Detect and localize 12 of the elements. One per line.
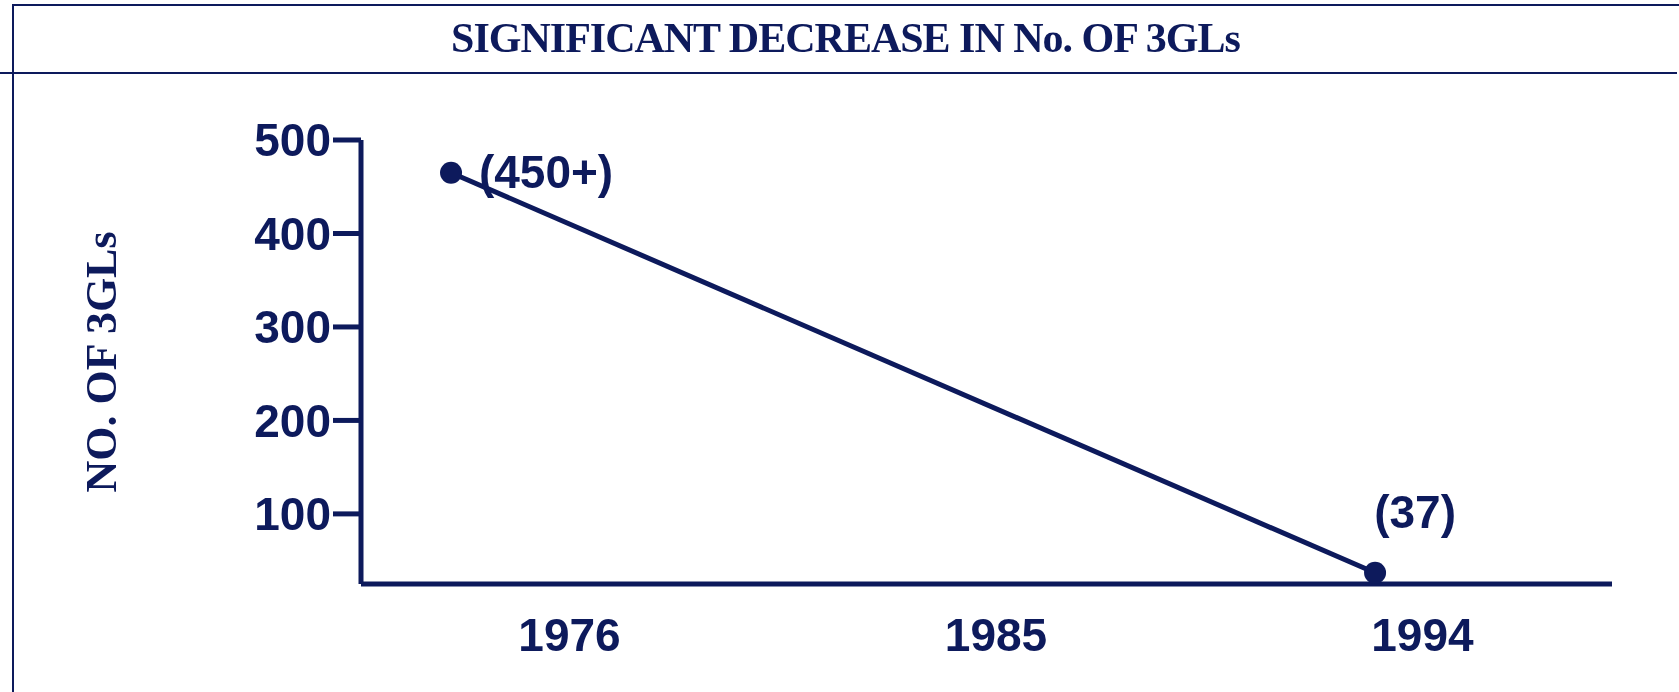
y-tick-label: 500: [254, 114, 331, 167]
y-axis-title: NO. OF 3GLs: [76, 231, 126, 493]
data-label: (37): [1374, 485, 1456, 538]
y-tick-label: 400: [254, 207, 331, 260]
x-tick-label: 1994: [1371, 608, 1475, 661]
y-tick-label: 100: [254, 488, 331, 541]
y-tick-label: 300: [254, 301, 331, 354]
x-tick-label: 1985: [944, 608, 1048, 661]
y-tick-label: 200: [254, 394, 331, 447]
chart-title: SIGNIFICANT DECREASE IN No. OF 3GLs: [450, 14, 1241, 62]
x-tick-label: 1976: [518, 608, 621, 661]
data-label: (450+): [478, 145, 614, 198]
